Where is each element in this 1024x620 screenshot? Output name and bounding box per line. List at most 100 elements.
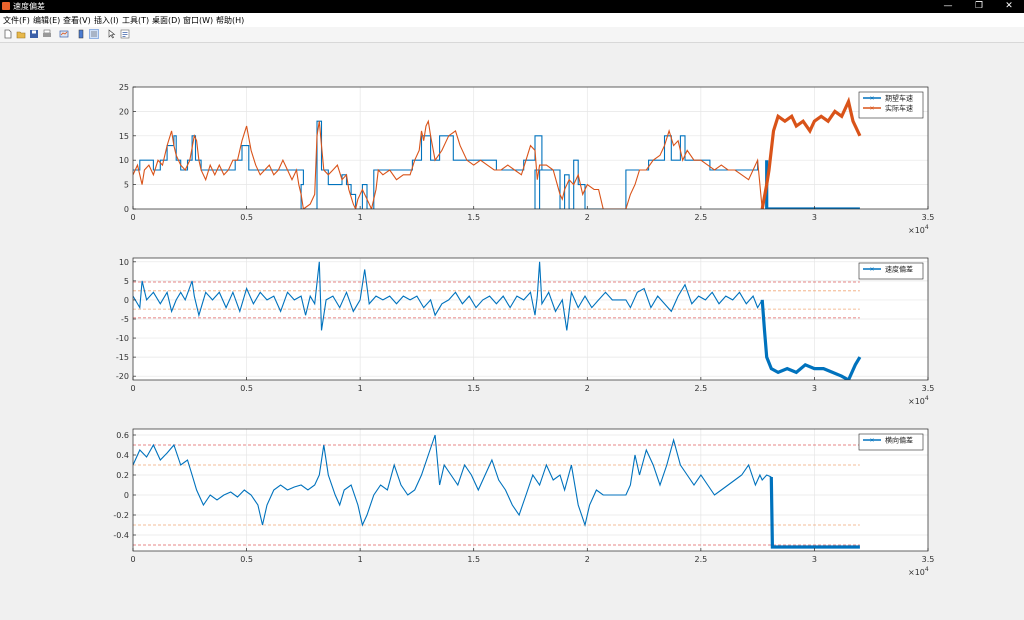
x-tick-label: 1.5 <box>467 213 480 222</box>
open-icon[interactable] <box>16 29 26 39</box>
x-tick-label: 0 <box>130 384 135 393</box>
menu-view[interactable]: 查看(V) <box>63 16 91 25</box>
y-tick-label: 0.4 <box>116 451 129 460</box>
pointer-icon[interactable] <box>107 29 117 39</box>
menu-insert[interactable]: 插入(I) <box>94 16 119 25</box>
save-icon[interactable] <box>29 29 39 39</box>
y-tick-label: 10 <box>119 258 129 267</box>
y-tick-label: -0.2 <box>113 511 129 520</box>
menu-edit[interactable]: 编辑(E) <box>33 16 61 25</box>
x-tick-label: 3.5 <box>922 384 935 393</box>
speed-axes: 0 0.5 1 1.5 2 2.5 3 3.5 0 5 10 15 20 25 ×104 × 期望车速 × 实际车速 <box>119 83 935 235</box>
y-tick-label: 10 <box>119 156 129 165</box>
legend-marker: × <box>869 95 874 102</box>
figure-canvas: 0 0.5 1 1.5 2 2.5 3 3.5 0 5 10 15 20 25 ×104 × 期望车速 × 实际车速… <box>0 43 1024 616</box>
speed-deviation-series-0-line <box>133 261 763 331</box>
x-exponent-power: 4 <box>925 395 929 402</box>
toggle-colorbar-icon[interactable] <box>76 29 86 39</box>
matlab-figure-icon <box>2 2 10 10</box>
x-tick-label: 2.5 <box>694 213 707 222</box>
axes-border <box>132 428 929 552</box>
y-tick-label: 0 <box>124 205 129 214</box>
print-icon[interactable] <box>42 29 52 39</box>
y-tick-label: -15 <box>116 353 129 362</box>
lateral-deviation-axes: 0 0.5 1 1.5 2 2.5 3 3.5 -0.4 -0.2 0 0.2 0.4 0.6 ×104 × 横… <box>113 428 935 577</box>
y-tick-label: 5 <box>124 277 129 286</box>
x-exponent-label: ×104 <box>908 566 929 577</box>
y-tick-label: 25 <box>119 83 129 92</box>
legend: × 期望车速 × 实际车速 <box>858 91 924 119</box>
x-tick-label: 1.5 <box>467 555 480 564</box>
legend-box <box>858 262 924 280</box>
y-tick-label: 0.2 <box>116 471 129 480</box>
x-exponent-label: ×104 <box>908 395 929 406</box>
x-tick-label: 3 <box>812 555 817 564</box>
x-tick-label: 3.5 <box>922 555 935 564</box>
legend-entry: 实际车速 <box>885 104 913 113</box>
x-tick-label: 0 <box>130 213 135 222</box>
x-tick-label: 0 <box>130 555 135 564</box>
property-editor-icon[interactable] <box>120 29 130 39</box>
speed-series-0-line <box>133 120 759 209</box>
title-bar: 速度偏差 — ❐ ✕ <box>0 0 1024 13</box>
plot-area <box>133 429 928 551</box>
y-tick-label: 5 <box>124 181 129 190</box>
legend-marker: × <box>869 266 874 273</box>
x-tick-label: 0.5 <box>240 213 253 222</box>
y-tick-label: -0.4 <box>113 531 129 540</box>
menu-desktop[interactable]: 桌面(D) <box>152 16 181 25</box>
menu-help[interactable]: 帮助(H) <box>216 16 245 25</box>
menu-window[interactable]: 窗口(W) <box>183 16 214 25</box>
x-tick-label: 3 <box>812 384 817 393</box>
legend: × 速度偏差 <box>858 262 924 280</box>
speed-series-1-line <box>133 119 763 209</box>
speed-series-1-thick-line <box>760 96 862 209</box>
x-tick-label: 3 <box>812 213 817 222</box>
plot-area <box>133 87 928 209</box>
menu-bar: 文件(F) 编辑(E) 查看(V) 插入(I) 工具(T) 桌面(D) 窗口(W… <box>0 13 1024 27</box>
legend-entry: 速度偏差 <box>885 265 913 274</box>
y-tick-label: 0.6 <box>116 431 129 440</box>
x-tick-label: 2.5 <box>694 555 707 564</box>
toolbar <box>0 27 1024 43</box>
link-plot-icon[interactable] <box>59 29 69 39</box>
x-tick-label: 0.5 <box>240 555 253 564</box>
legend: × 横向偏差 <box>858 433 924 451</box>
y-tick-label: -10 <box>116 334 129 343</box>
x-tick-label: 1 <box>358 384 363 393</box>
x-tick-label: 0.5 <box>240 384 253 393</box>
y-tick-label: 20 <box>119 107 129 116</box>
y-tick-label: 15 <box>119 132 129 141</box>
speed-deviation-series-0-thick-line <box>760 299 862 380</box>
legend-box <box>858 91 924 119</box>
legend-entry: 横向偏差 <box>885 436 913 445</box>
maximize-button[interactable]: ❐ <box>974 1 984 11</box>
x-exponent-power: 4 <box>925 224 929 231</box>
x-tick-label: 1 <box>358 555 363 564</box>
x-tick-label: 1.5 <box>467 384 480 393</box>
menu-file[interactable]: 文件(F) <box>3 16 30 25</box>
new-figure-icon[interactable] <box>3 29 13 39</box>
menu-tools[interactable]: 工具(T) <box>122 16 150 25</box>
lateral-deviation-series-0-thick-line <box>769 476 860 549</box>
speed-deviation-axes: 0 0.5 1 1.5 2 2.5 3 3.5 -20 -15 -10 -5 0 5 10 ×104 × 速度偏差 <box>116 257 935 406</box>
close-button[interactable]: ✕ <box>1005 1 1013 11</box>
window-title: 速度偏差 <box>13 2 45 11</box>
legend-entry: 期望车速 <box>885 94 913 103</box>
legend-box <box>858 433 924 451</box>
x-exponent-power: 4 <box>925 566 929 573</box>
axes-border <box>132 86 929 210</box>
y-tick-label: 0 <box>124 296 129 305</box>
y-tick-label: -20 <box>116 372 129 381</box>
lateral-deviation-series-0-line <box>133 434 772 528</box>
legend-marker: × <box>869 437 874 444</box>
toggle-legend-icon[interactable] <box>89 29 99 39</box>
x-tick-label: 1 <box>358 213 363 222</box>
x-tick-label: 2 <box>585 384 590 393</box>
legend-marker: × <box>869 105 874 112</box>
x-tick-label: 2 <box>585 213 590 222</box>
minimize-button[interactable]: — <box>943 1 953 11</box>
x-tick-label: 2 <box>585 555 590 564</box>
x-exponent-label: ×104 <box>908 224 929 235</box>
